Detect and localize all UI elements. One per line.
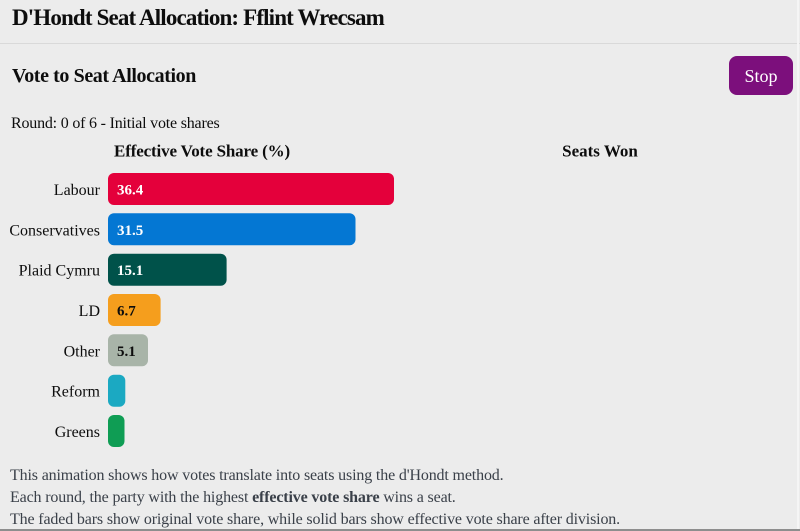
- svg-text:Other: Other: [64, 343, 101, 360]
- svg-text:15.1: 15.1: [117, 263, 143, 279]
- svg-text:Plaid Cymru: Plaid Cymru: [19, 263, 100, 280]
- svg-text:31.5: 31.5: [117, 223, 143, 239]
- svg-text:LD: LD: [79, 303, 100, 320]
- svg-text:Effective Vote Share (%): Effective Vote Share (%): [114, 142, 290, 161]
- svg-text:Greens: Greens: [55, 424, 100, 441]
- svg-text:6.7: 6.7: [117, 304, 136, 320]
- svg-text:Seats Won: Seats Won: [562, 142, 638, 161]
- svg-text:Conservatives: Conservatives: [9, 222, 100, 239]
- svg-text:5.1: 5.1: [117, 344, 136, 360]
- svg-text:36.4: 36.4: [117, 183, 144, 199]
- svg-text:Reform: Reform: [51, 384, 100, 401]
- svg-text:Labour: Labour: [54, 182, 101, 199]
